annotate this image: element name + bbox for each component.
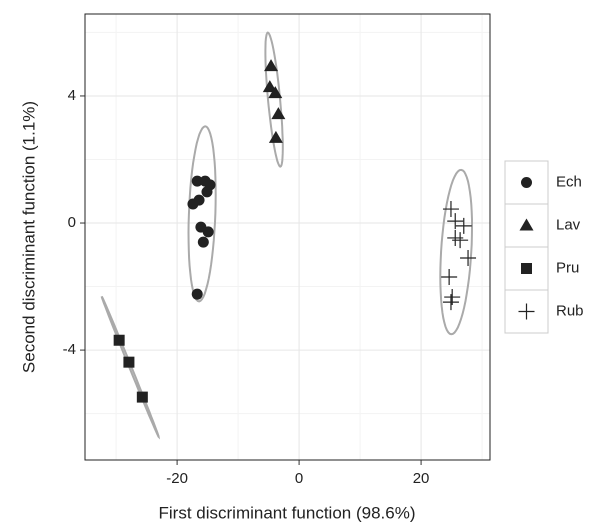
confidence-ellipse (264, 31, 284, 168)
legend-label: Rub (556, 302, 584, 319)
plot-border (84, 13, 491, 461)
x-tick-label: -20 (166, 470, 188, 487)
point (460, 249, 477, 266)
point (442, 201, 459, 218)
point (268, 86, 283, 99)
y-tick-label: 4 (68, 87, 76, 104)
point (262, 80, 277, 93)
point (264, 59, 279, 72)
point (191, 288, 203, 300)
point (197, 236, 209, 248)
legend: Ech Lav Pru Rub (504, 160, 584, 334)
legend-symbol (518, 303, 535, 320)
legend-label: Pru (556, 259, 579, 276)
legend-symbol (519, 218, 534, 231)
y-axis-label: Second discriminant function (1.1%) (19, 101, 38, 373)
y-tick-label: 0 (68, 214, 76, 231)
confidence-ellipse (439, 168, 473, 336)
point (187, 198, 199, 210)
point (202, 226, 214, 238)
x-axis-label: First discriminant function (98.6%) (159, 503, 416, 522)
legend-label: Lav (556, 216, 581, 233)
legend-label: Ech (556, 173, 582, 190)
point (442, 294, 459, 311)
y-tick-label: -4 (63, 341, 76, 358)
legend-symbol (521, 177, 532, 188)
point (271, 107, 286, 120)
confidence-ellipse (100, 295, 161, 440)
point (441, 269, 458, 286)
x-tick-label: 0 (295, 470, 303, 487)
point (447, 213, 464, 230)
point (268, 130, 283, 143)
point (191, 175, 203, 187)
point (452, 232, 469, 249)
point (113, 334, 125, 346)
point (455, 217, 472, 234)
plot-background (85, 14, 490, 460)
legend-symbol (521, 263, 532, 274)
x-tick-label: 20 (413, 470, 430, 487)
point (201, 186, 213, 198)
point (136, 391, 148, 403)
point (123, 356, 135, 368)
